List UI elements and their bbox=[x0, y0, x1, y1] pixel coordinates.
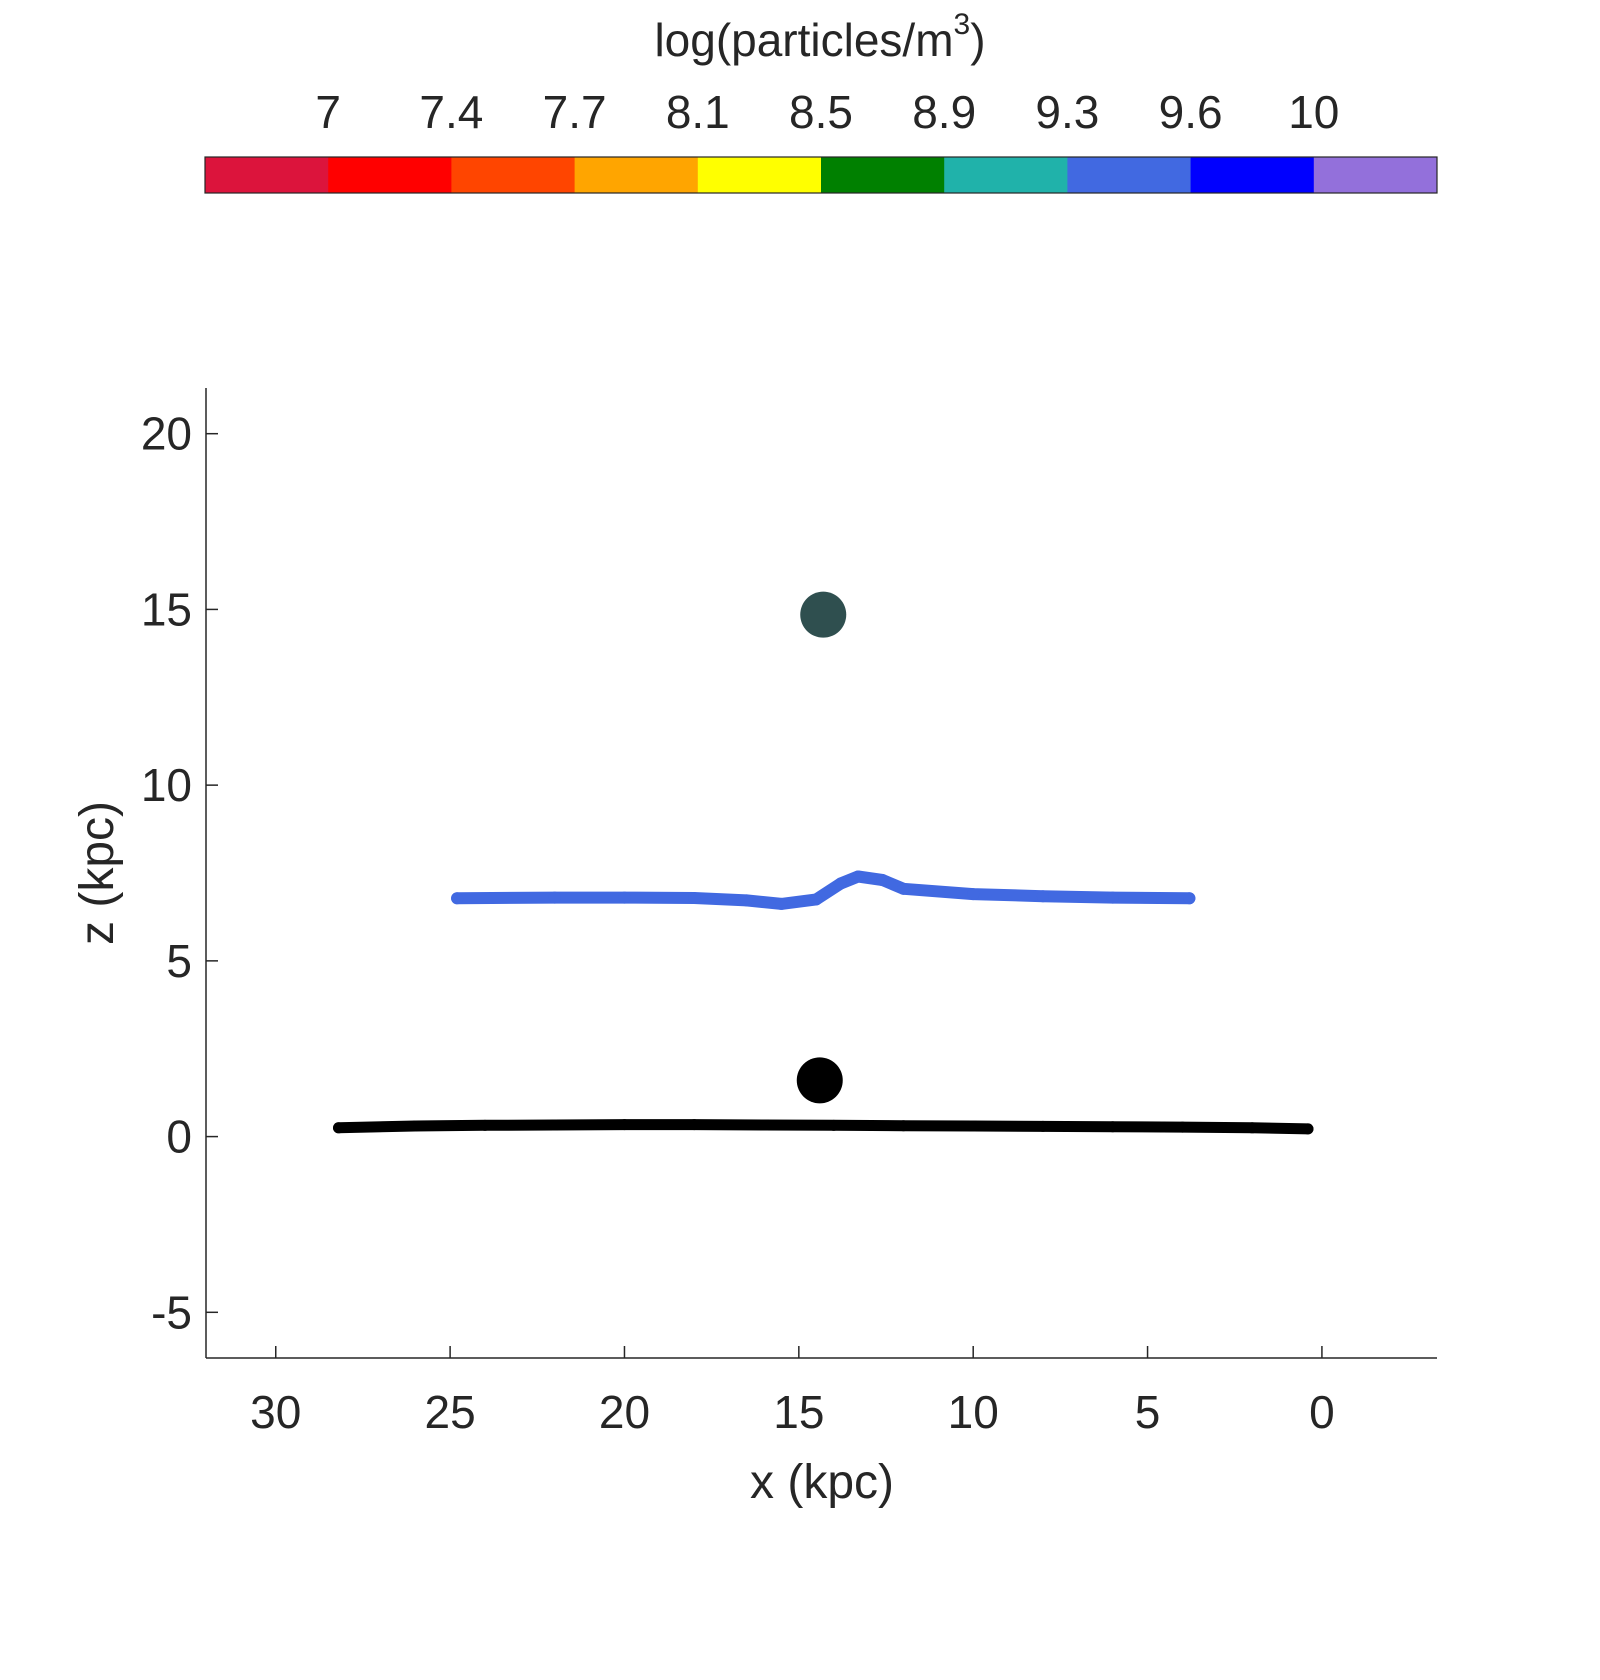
lower-body-marker bbox=[796, 1057, 843, 1104]
colorbar-tick-label: 7.7 bbox=[543, 86, 607, 138]
x-tick-label: 20 bbox=[599, 1386, 650, 1438]
colorbar-tick-label: 8.9 bbox=[912, 86, 976, 138]
colorbar-frame bbox=[204, 156, 1438, 194]
y-axis-ticks: -5 0 5 10 15 20 bbox=[141, 408, 218, 1338]
x-tick-label: 0 bbox=[1309, 1386, 1335, 1438]
colorbar-segment bbox=[1190, 157, 1315, 193]
particle-point bbox=[1036, 890, 1049, 903]
particle-point bbox=[967, 888, 980, 901]
particle-point bbox=[810, 893, 823, 906]
particle-point bbox=[758, 1119, 770, 1131]
colorbar: log(particles/m3) 7 7.4 7.7 8.1 8.5 8.9 9.3 9.6… bbox=[204, 8, 1438, 194]
y-axis-label: z (kpc) bbox=[71, 801, 124, 945]
particle-point bbox=[1176, 1121, 1188, 1133]
particle-point bbox=[333, 1122, 345, 1134]
particle-point bbox=[834, 877, 847, 890]
particle-point bbox=[409, 1120, 421, 1132]
colorbar-segment bbox=[821, 157, 945, 193]
marker-layer bbox=[796, 591, 847, 1104]
particle-point bbox=[549, 1119, 561, 1131]
particle-point bbox=[479, 1119, 491, 1131]
particle-point bbox=[1037, 1120, 1049, 1132]
x-axis-ticks: 30 25 20 15 10 5 0 bbox=[250, 1346, 1335, 1438]
particle-point bbox=[451, 892, 464, 905]
colorbar-tick-label: 9.6 bbox=[1159, 86, 1223, 138]
particle-point bbox=[967, 1120, 979, 1132]
colorbar-tick-label: 7.4 bbox=[419, 86, 483, 138]
x-tick-label: 10 bbox=[948, 1386, 999, 1438]
colorbar-segment bbox=[205, 157, 329, 193]
y-tick-label: 10 bbox=[141, 759, 192, 811]
colorbar-tick-label: 7 bbox=[315, 86, 341, 138]
particle-point bbox=[1183, 892, 1196, 905]
colorbar-tick-label: 9.3 bbox=[1035, 86, 1099, 138]
particle-point bbox=[1302, 1123, 1314, 1135]
particle-point bbox=[548, 891, 561, 904]
particle-point bbox=[775, 897, 788, 910]
colorbar-segment bbox=[697, 157, 822, 193]
y-tick-label: -5 bbox=[151, 1286, 192, 1338]
colorbar-segment bbox=[574, 157, 699, 193]
plot-area: 30 25 20 15 10 5 0 -5 0 5 10 15 20 x (kpc) z (kpc) bbox=[71, 388, 1437, 1509]
colorbar-title: log(particles/m3) bbox=[654, 8, 985, 66]
particle-point bbox=[1106, 891, 1119, 904]
series-layer bbox=[333, 870, 1314, 1135]
particle-point bbox=[897, 882, 910, 895]
particle-point bbox=[618, 1119, 630, 1131]
particle-point bbox=[876, 874, 889, 887]
colorbar-segment bbox=[1067, 157, 1192, 193]
y-tick-label: 20 bbox=[141, 408, 192, 460]
colorbar-tick-label: 10 bbox=[1288, 86, 1339, 138]
particle-point bbox=[688, 891, 701, 904]
particle-point bbox=[1107, 1121, 1119, 1133]
y-tick-label: 0 bbox=[166, 1111, 192, 1163]
x-tick-label: 15 bbox=[773, 1386, 824, 1438]
colorbar-segment bbox=[1313, 157, 1438, 193]
colorbar-segment bbox=[328, 157, 452, 193]
particle-point bbox=[740, 894, 753, 907]
x-tick-label: 5 bbox=[1135, 1386, 1161, 1438]
y-tick-label: 15 bbox=[141, 583, 192, 635]
colorbar-tick-label: 8.1 bbox=[666, 86, 730, 138]
colorbar-segments bbox=[205, 157, 1438, 193]
x-tick-label: 30 bbox=[250, 1386, 301, 1438]
colorbar-segment bbox=[944, 157, 1068, 193]
particle-point bbox=[828, 1119, 840, 1131]
colorbar-tick-labels: 7 7.4 7.7 8.1 8.5 8.9 9.3 9.6 10 bbox=[315, 86, 1339, 138]
particle-series bbox=[451, 870, 1196, 910]
colorbar-segment bbox=[451, 157, 576, 193]
particle-point bbox=[1246, 1122, 1258, 1134]
particle-point bbox=[897, 1120, 909, 1132]
particle-point bbox=[852, 870, 865, 883]
x-axis-label: x (kpc) bbox=[750, 1456, 894, 1509]
particle-point bbox=[618, 891, 631, 904]
x-tick-label: 25 bbox=[425, 1386, 476, 1438]
colorbar-tick-label: 8.5 bbox=[789, 86, 853, 138]
y-tick-label: 5 bbox=[166, 935, 192, 987]
upper-body-marker bbox=[800, 591, 847, 638]
particle-point bbox=[688, 1119, 700, 1131]
